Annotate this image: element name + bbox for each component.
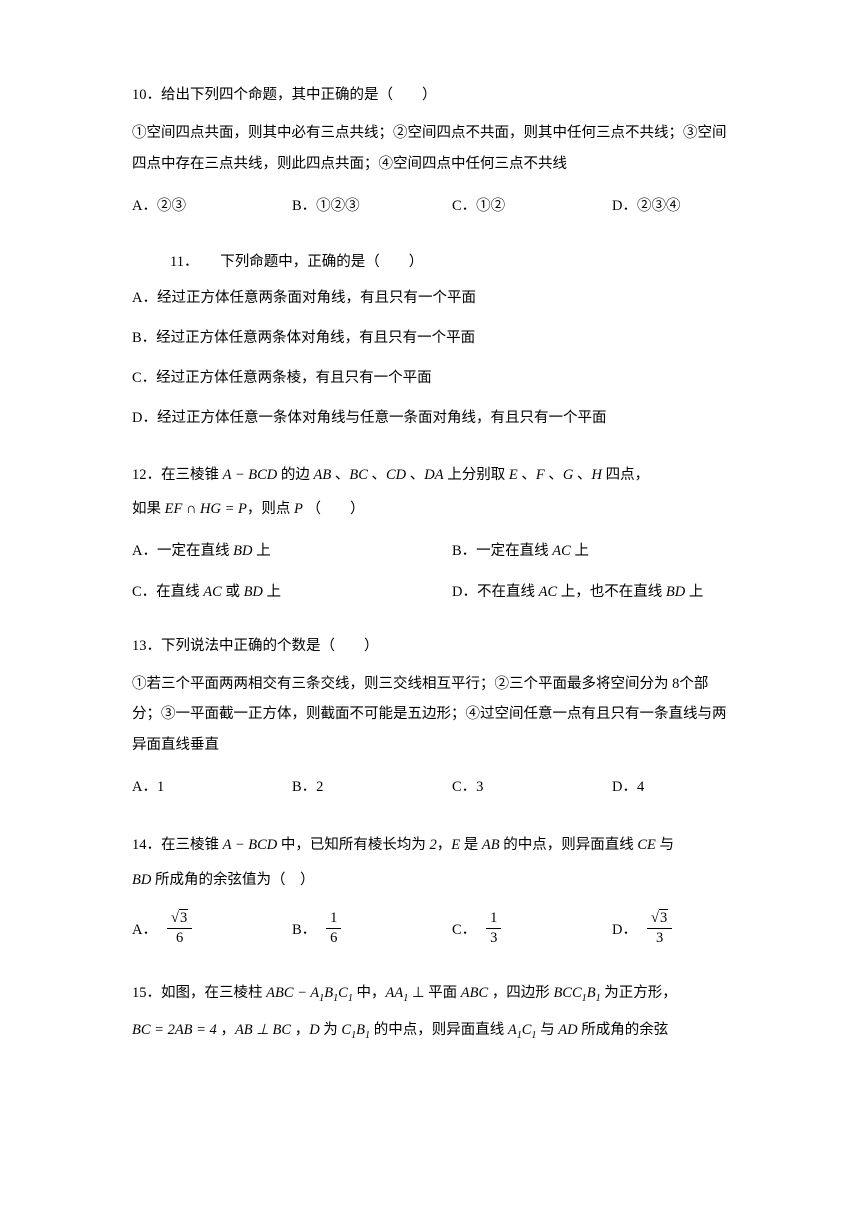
q12-row2: C．在直线 AC 或 BD 上 D．不在直线 AC 上，也不在直线 BD 上 [132, 579, 736, 605]
q14-choice-d: D． √33 [612, 909, 672, 948]
q14-choices: A． √36 B． 16 C． 13 D． √33 [132, 909, 736, 948]
q12-e: E [509, 467, 518, 483]
q10-choice-a: A．②③ [132, 193, 292, 219]
q12-row1: A．一定在直线 BD 上 B．一定在直线 AC 上 [132, 538, 736, 564]
q10-body: ①空间四点共面，则其中必有三点共线；②空间四点不共面，则其中任何三点不共线；③空… [132, 118, 736, 179]
q12-choice-a: A．一定在直线 BD 上 [132, 538, 452, 564]
q12-cd: CD [386, 467, 406, 483]
q12-mid2: 上分别取 [444, 467, 509, 483]
q14-choice-b: B． 16 [292, 909, 452, 948]
fraction: 16 [326, 909, 341, 948]
fraction: √36 [167, 909, 192, 948]
q13-choice-a: A．1 [132, 774, 292, 800]
q10-choice-c: C．①② [452, 193, 612, 219]
q15-stem: 15．如图，在三棱柱 ABC − A1B1C1 中，AA1 ⊥ 平面 ABC ，… [132, 978, 736, 1009]
fraction: 13 [486, 909, 501, 948]
q12-end1: 四点， [602, 467, 649, 483]
q13-choices: A．1 B．2 C．3 D．4 [132, 774, 736, 800]
q14-choice-a: A． √36 [132, 909, 292, 948]
q10-choice-d: D．②③④ [612, 193, 680, 219]
q10-choice-b: B．①②③ [292, 193, 452, 219]
q13-stem: 13．下列说法中正确的个数是（ ） [132, 633, 736, 659]
q12-abcd: A − BCD [223, 467, 278, 483]
q12-h: H [591, 467, 601, 483]
q12-bc: BC [349, 467, 368, 483]
q12-f: F [536, 467, 545, 483]
q10-stem: 10．给出下列四个命题，其中正确的是（ ） [132, 82, 736, 108]
q12-choice-c: C．在直线 AC 或 BD 上 [132, 579, 452, 605]
q12-stem: 12．在三棱锥 A − BCD 的边 AB 、BC 、CD 、DA 上分别取 E… [132, 460, 736, 490]
q12-p: P [294, 501, 303, 517]
q13-choice-c: C．3 [452, 774, 612, 800]
q14-line2: BD 所成角的余弦值为（ ） [132, 865, 736, 895]
q12-pre: 12．在三棱锥 [132, 467, 223, 483]
q12-l2end: （ ） [303, 501, 365, 517]
q11-choice-a: A．经过正方体任意两条面对角线，有且只有一个平面 [132, 285, 736, 311]
q12-l2pre: 如果 [132, 501, 165, 517]
q11-stem: 11． 下列命题中，正确的是（ ） [132, 249, 736, 275]
q14-choice-c: C． 13 [452, 909, 612, 948]
q13-choice-b: B．2 [292, 774, 452, 800]
q14-stem: 14．在三棱锥 A − BCD 中，已知所有棱长均为 2，E 是 AB 的中点，… [132, 830, 736, 860]
q12-eq: EF ∩ HG = P [165, 501, 247, 517]
q11-choice-c: C．经过正方体任意两条棱，有且只有一个平面 [132, 365, 736, 391]
q12-da: DA [424, 467, 443, 483]
fraction: √33 [647, 909, 672, 948]
q11-choice-b: B．经过正方体任意两条体对角线，有且只有一个平面 [132, 325, 736, 351]
q10-choices: A．②③ B．①②③ C．①② D．②③④ [132, 193, 736, 219]
q12-l2mid: ，则点 [247, 501, 294, 517]
q15-line2: BC = 2AB = 4 ，AB ⊥ BC ，D 为 C1B1 的中点，则异面直… [132, 1015, 736, 1046]
q12-g: G [563, 467, 573, 483]
q13-body: ①若三个平面两两相交有三条交线，则三交线相互平行；②三个平面最多将空间分为 8个… [132, 669, 736, 760]
q12-choice-d: D．不在直线 AC 上，也不在直线 BD 上 [452, 579, 703, 605]
q12-mid1: 的边 [277, 467, 313, 483]
q12-ab: AB [314, 467, 332, 483]
q12-line2: 如果 EF ∩ HG = P，则点 P （ ） [132, 494, 736, 524]
q12-choice-b: B．一定在直线 AC 上 [452, 538, 589, 564]
q13-choice-d: D．4 [612, 774, 644, 800]
q11-choice-d: D．经过正方体任意一条体对角线与任意一条面对角线，有且只有一个平面 [132, 405, 736, 431]
